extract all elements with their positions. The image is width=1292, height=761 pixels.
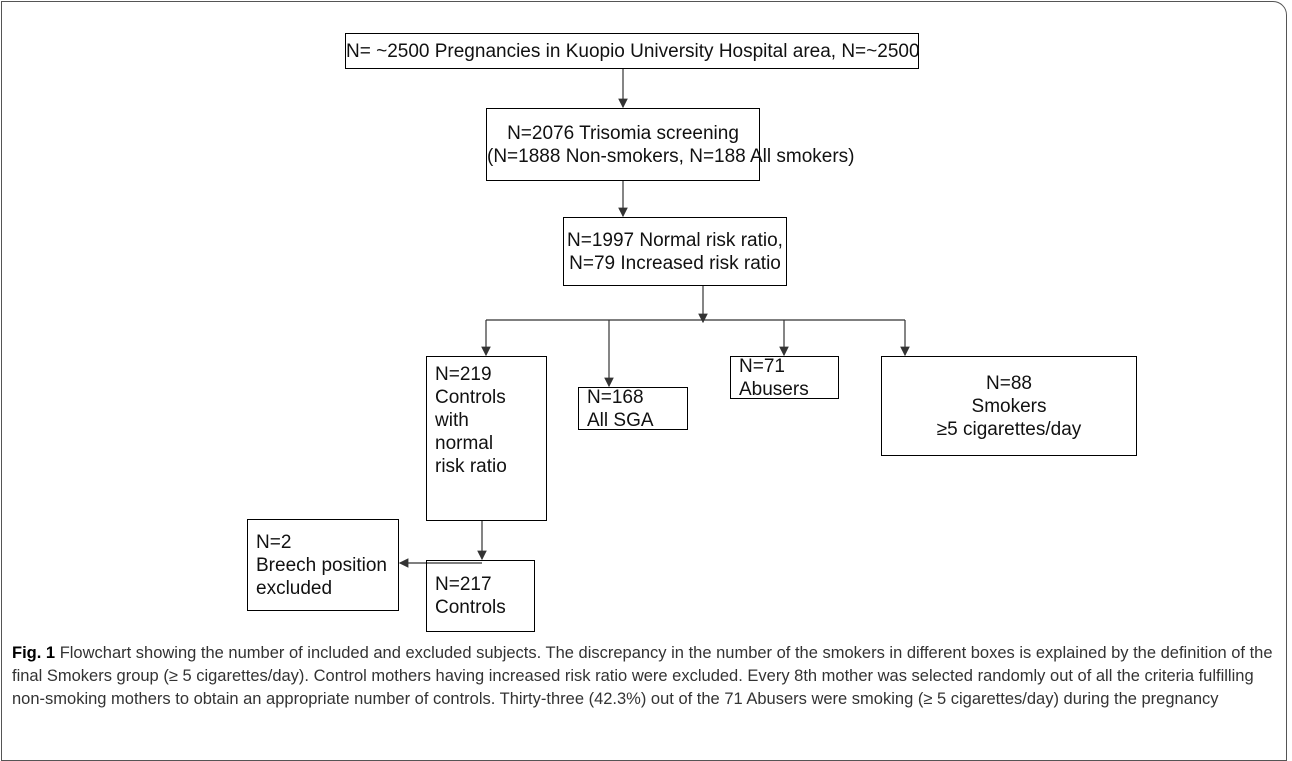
node-text: (N=1888 Non-smokers, N=188 All smokers) [487, 145, 855, 167]
node-text: N=219 [435, 364, 492, 385]
node: N=168 All SGA [578, 386, 688, 431]
node-text: Smokers [971, 395, 1047, 417]
node: N= ~2500 Pregnancies in Kuopio Universit… [345, 33, 920, 69]
caption-label: Fig. 1 [12, 644, 56, 662]
node-text: risk ratio [435, 456, 507, 477]
caption: Fig. 1 Flowchart showing the number of i… [12, 642, 1277, 711]
node-text: N=79 Increased risk ratio [569, 252, 781, 274]
node: N=219 Controls with normal risk ratio [426, 356, 547, 521]
node-text: N= ~2500 Pregnancies in Kuopio Universit… [346, 40, 920, 62]
node: N=2076 Trisomia screening (N=1888 Non-smo… [486, 108, 855, 181]
node-text: excluded [256, 577, 333, 599]
node-text: Abusers [739, 378, 809, 400]
caption-text: Flowchart showing the number of included… [12, 644, 1273, 708]
node-text: N=168 [587, 386, 644, 408]
node-text: normal [435, 433, 494, 454]
node-text: Controls [435, 597, 506, 618]
node: N=71 Abusers [730, 355, 839, 400]
node: N=88 Smokers ≥5 cigarettes/day [881, 356, 1137, 456]
node-text: N=2076 Trisomia screening [507, 122, 739, 144]
node-text: ≥5 cigarettes/day [936, 418, 1082, 440]
node-text: N=88 [986, 372, 1032, 394]
node-text: N=71 [739, 355, 785, 377]
node-text: N=1997 Normal risk ratio, [567, 229, 783, 251]
node-text: with [435, 410, 469, 431]
node-text: N=217 [435, 574, 492, 595]
node: N=2 Breech position excluded [247, 519, 399, 611]
node-text: N=2 [256, 531, 292, 553]
node: N=1997 Normal risk ratio, N=79 Increased … [563, 217, 787, 286]
node-text: Breech position [256, 554, 387, 576]
node: N=217 Controls [426, 560, 535, 632]
node-text: Controls [435, 387, 506, 408]
node-text: All SGA [587, 409, 654, 431]
